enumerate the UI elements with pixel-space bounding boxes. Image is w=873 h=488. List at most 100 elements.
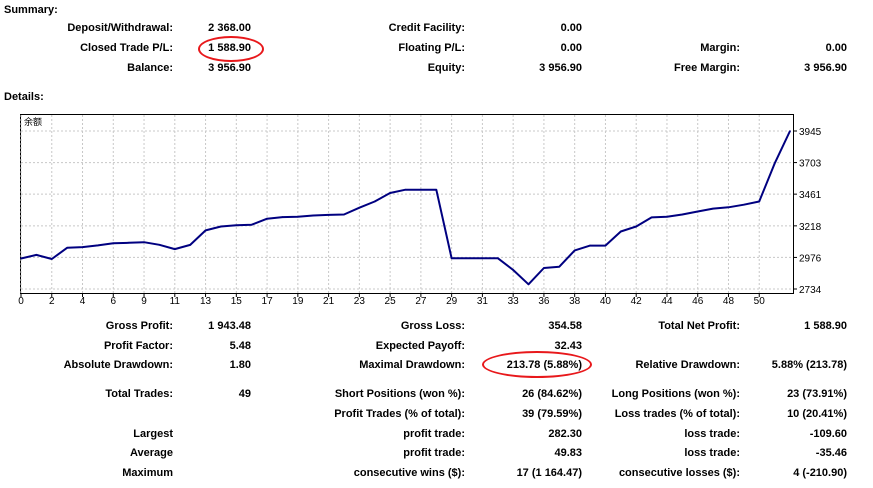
closed-pl-label: Closed Trade P/L: <box>80 42 173 54</box>
short-positions-label: Short Positions (won %): <box>334 388 465 400</box>
x-tick-label: 50 <box>754 296 766 307</box>
balance-data-point <box>50 258 53 260</box>
deposit-value: 2 368.00 <box>208 22 251 34</box>
credit-value: 0.00 <box>560 22 582 34</box>
y-tick-label: 3218 <box>799 222 822 233</box>
x-tick-label: 13 <box>200 296 212 307</box>
loss-trades-value: 10 (20.41%) <box>787 408 847 420</box>
closed-pl-highlight-circle <box>198 36 264 62</box>
balance-data-point <box>450 257 453 260</box>
balance-data-point <box>466 257 468 260</box>
total-trades-value: 49 <box>238 388 251 400</box>
maximal-drawdown-label: Maximal Drawdown: <box>359 359 465 371</box>
maximal-drawdown-highlight-circle <box>482 351 592 378</box>
x-tick-label: 9 <box>141 296 147 307</box>
y-tick-label: 2976 <box>799 253 822 264</box>
x-tick-label: 15 <box>231 296 243 307</box>
balance-data-point <box>358 206 361 209</box>
balance-data-point <box>635 225 637 228</box>
balance-data-point <box>373 200 376 203</box>
balance-data-point <box>189 244 191 246</box>
profit-trades-value: 39 (79.59%) <box>522 408 582 420</box>
x-tick-label: 11 <box>170 296 181 307</box>
balance-data-point <box>235 224 238 227</box>
balance-data-point <box>174 248 176 250</box>
balance-data-point <box>266 217 268 220</box>
deposit-label: Deposit/Withdrawal: <box>67 22 173 34</box>
details-title: Details: <box>4 91 44 103</box>
balance-data-point <box>81 246 84 248</box>
chart-caption: 余额 <box>24 117 43 127</box>
balance-value: 3 956.90 <box>208 62 251 74</box>
average-profit-value: 49.83 <box>554 447 582 459</box>
balance-data-point <box>404 188 407 191</box>
balance-data-point <box>281 216 284 218</box>
x-tick-label: 40 <box>600 296 612 307</box>
balance-data-point <box>543 267 545 269</box>
balance-data-point <box>112 242 115 245</box>
balance-data-point <box>773 162 776 165</box>
x-tick-label: 29 <box>446 296 458 307</box>
gross-profit-value: 1 943.48 <box>208 320 251 332</box>
profit-factor-value: 5.48 <box>229 340 251 352</box>
expected-payoff-label: Expected Payoff: <box>375 340 465 352</box>
x-tick-label: 36 <box>538 296 550 307</box>
balance-series-line <box>20 130 791 286</box>
loss-trades-label: Loss trades (% of total): <box>614 408 740 420</box>
balance-data-point <box>97 244 99 247</box>
max-consecutive-wins-label: consecutive wins ($): <box>353 467 465 479</box>
balance-data-point <box>789 130 791 132</box>
floating-pl-value: 0.00 <box>560 42 582 54</box>
net-profit-value: 1 588.90 <box>804 320 847 332</box>
net-profit-label: Total Net Profit: <box>658 320 740 332</box>
balance-data-point <box>327 214 330 216</box>
balance-data-point <box>127 242 130 244</box>
largest-profit-label: profit trade: <box>403 428 465 440</box>
gross-loss-value: 354.58 <box>548 320 582 332</box>
balance-data-point <box>620 230 622 233</box>
balance-data-point <box>35 254 38 256</box>
x-tick-label: 44 <box>661 296 673 307</box>
x-tick-label: 4 <box>80 296 86 307</box>
balance-data-point <box>758 200 761 203</box>
gross-loss-label: Gross Loss: <box>400 320 465 332</box>
balance-chart-svg: 0 2 4 6 9 11 13 15 17 19 21 23 25 27 29 31 33 36 38 40 42 44 4… <box>18 115 822 307</box>
x-tick-label: 27 <box>415 296 427 307</box>
balance-data-point <box>527 283 530 286</box>
x-tick-label: 2 <box>49 296 55 307</box>
balance-data-point <box>512 269 514 271</box>
balance-data-point <box>727 206 730 209</box>
y-tick-label: 3945 <box>799 127 822 138</box>
balance-data-point <box>558 265 561 268</box>
balance-data-point <box>743 203 745 206</box>
balance-data-point <box>604 244 607 247</box>
balance-data-point <box>496 257 499 260</box>
balance-data-point <box>696 210 699 213</box>
long-positions-value: 23 (73.91%) <box>787 388 847 400</box>
max-consecutive-losses-label: consecutive losses ($): <box>618 467 740 479</box>
balance-data-point <box>20 257 22 260</box>
gross-profit-label: Gross Profit: <box>105 320 173 332</box>
balance-data-point <box>435 188 438 191</box>
largest-loss-value: -109.60 <box>809 428 847 440</box>
short-positions-value: 26 (84.62%) <box>522 388 582 400</box>
balance-data-point <box>158 243 161 246</box>
x-tick-label: 38 <box>569 296 581 307</box>
x-tick-label: 21 <box>323 296 335 307</box>
relative-drawdown-label: Relative Drawdown: <box>635 359 740 371</box>
balance-data-point <box>297 216 299 218</box>
average-profit-label: profit trade: <box>403 447 465 459</box>
relative-drawdown-value: 5.88% (213.78) <box>771 359 847 371</box>
absolute-drawdown-label: Absolute Drawdown: <box>63 359 173 371</box>
balance-data-point <box>389 192 391 194</box>
x-tick-label: 31 <box>477 296 489 307</box>
average-loss-value: -35.46 <box>815 447 847 459</box>
free-margin-value: 3 956.90 <box>804 62 847 74</box>
average-loss-label: loss trade: <box>684 447 740 459</box>
balance-data-point <box>650 216 653 219</box>
balance-data-point <box>220 225 222 228</box>
largest-profit-value: 282.30 <box>548 428 582 440</box>
equity-label: Equity: <box>427 62 465 74</box>
largest-label: Largest <box>133 428 173 440</box>
balance-data-point <box>143 241 145 243</box>
